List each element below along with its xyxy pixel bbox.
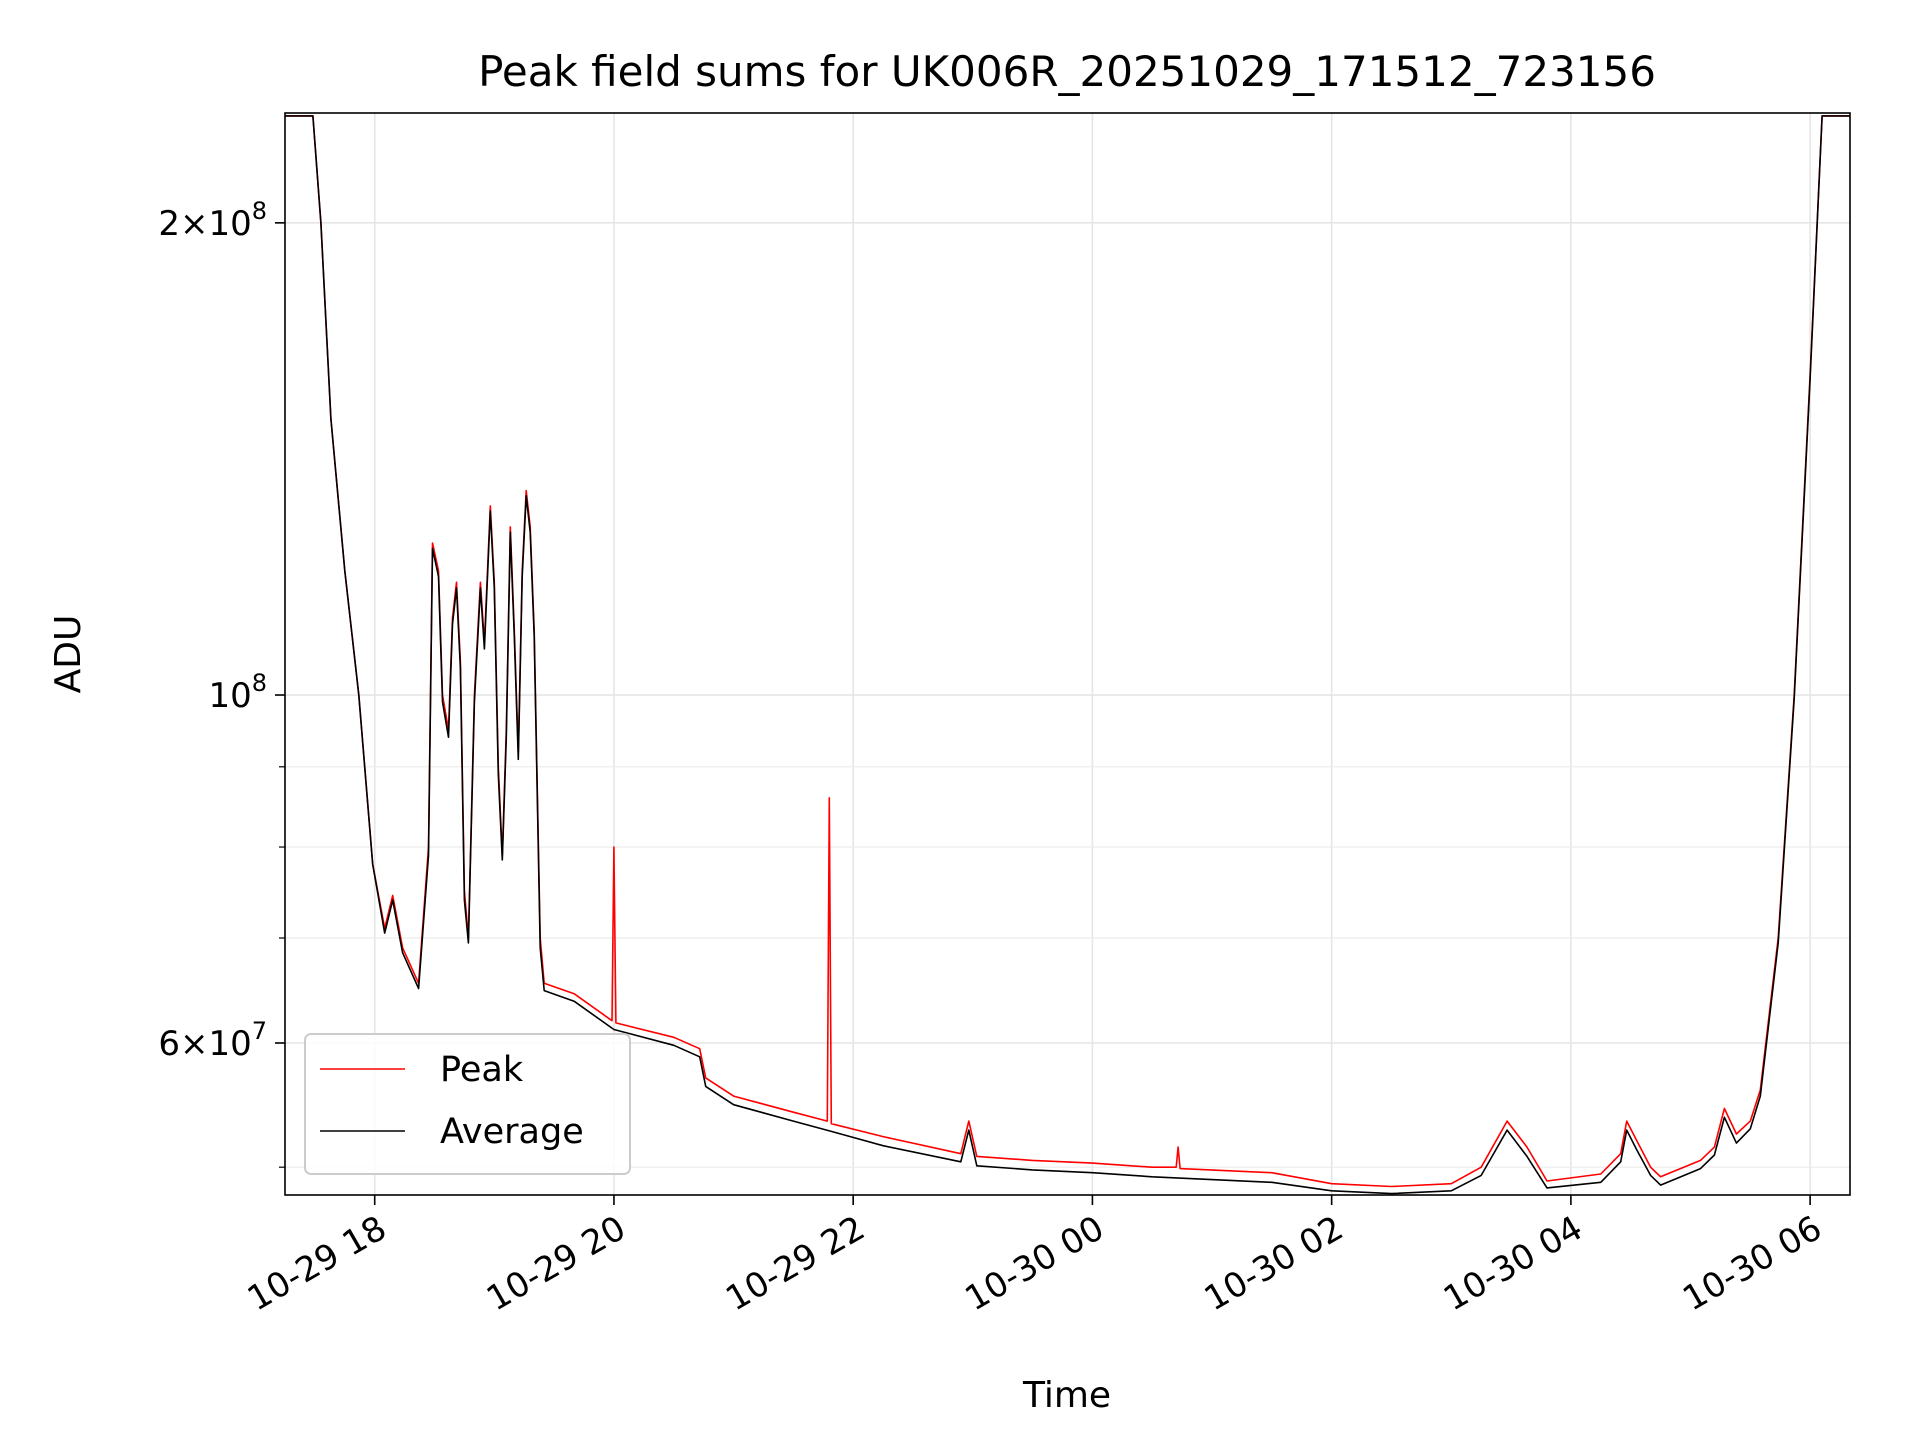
y-tick-label: 6×107	[158, 1017, 267, 1064]
y-axis-label: ADU	[48, 615, 89, 694]
y-tick-label-exponent: 7	[252, 1017, 267, 1045]
chart-title: Peak field sums for UK006R_20251029_1715…	[478, 47, 1656, 96]
legend-label-peak: Peak	[440, 1050, 524, 1090]
series-line-average	[285, 115, 1850, 1195]
plot-frame	[284, 112, 1851, 1196]
y-tick-label-mantissa: 10	[208, 676, 251, 716]
y-tick-label: 2×108	[158, 197, 267, 244]
series-layer	[285, 115, 1850, 1195]
legend-label-average: Average	[440, 1112, 584, 1152]
grid-layer	[285, 113, 1850, 1195]
y-tick-label-mantissa: 2×10	[158, 204, 251, 244]
legend: Peak Average	[304, 1033, 631, 1175]
y-tick-label-mantissa: 6×10	[158, 1024, 251, 1064]
y-tick-label: 108	[208, 669, 267, 716]
x-axis-label: Time	[1022, 1375, 1111, 1416]
y-tick-label-exponent: 8	[252, 197, 267, 225]
plot-area	[285, 113, 1850, 1195]
y-tick-label-exponent: 8	[252, 669, 267, 697]
